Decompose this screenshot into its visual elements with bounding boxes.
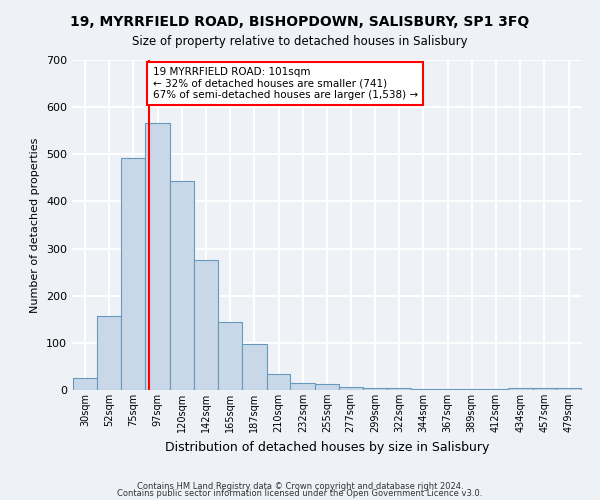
Bar xyxy=(484,388,508,390)
Bar xyxy=(556,388,581,390)
Bar xyxy=(170,181,194,390)
X-axis label: Distribution of detached houses by size in Salisbury: Distribution of detached houses by size … xyxy=(165,440,489,454)
Text: Size of property relative to detached houses in Salisbury: Size of property relative to detached ho… xyxy=(132,35,468,48)
Bar xyxy=(194,260,218,390)
Bar xyxy=(339,386,362,390)
Bar xyxy=(145,122,170,390)
Bar xyxy=(97,316,121,390)
Bar xyxy=(73,378,97,390)
Bar xyxy=(218,322,242,390)
Bar xyxy=(436,388,460,390)
Text: 19 MYRRFIELD ROAD: 101sqm
← 32% of detached houses are smaller (741)
67% of semi: 19 MYRRFIELD ROAD: 101sqm ← 32% of detac… xyxy=(152,67,418,100)
Bar xyxy=(362,388,387,390)
Bar xyxy=(267,374,290,390)
Bar xyxy=(315,384,339,390)
Bar xyxy=(460,388,484,390)
Bar xyxy=(121,158,145,390)
Bar xyxy=(242,344,267,390)
Text: Contains HM Land Registry data © Crown copyright and database right 2024.: Contains HM Land Registry data © Crown c… xyxy=(137,482,463,491)
Bar xyxy=(387,388,411,390)
Bar xyxy=(533,388,556,390)
Text: Contains public sector information licensed under the Open Government Licence v3: Contains public sector information licen… xyxy=(118,489,482,498)
Text: 19, MYRRFIELD ROAD, BISHOPDOWN, SALISBURY, SP1 3FQ: 19, MYRRFIELD ROAD, BISHOPDOWN, SALISBUR… xyxy=(70,15,530,29)
Y-axis label: Number of detached properties: Number of detached properties xyxy=(31,138,40,312)
Bar xyxy=(411,388,436,390)
Bar xyxy=(290,384,315,390)
Bar xyxy=(508,388,533,390)
